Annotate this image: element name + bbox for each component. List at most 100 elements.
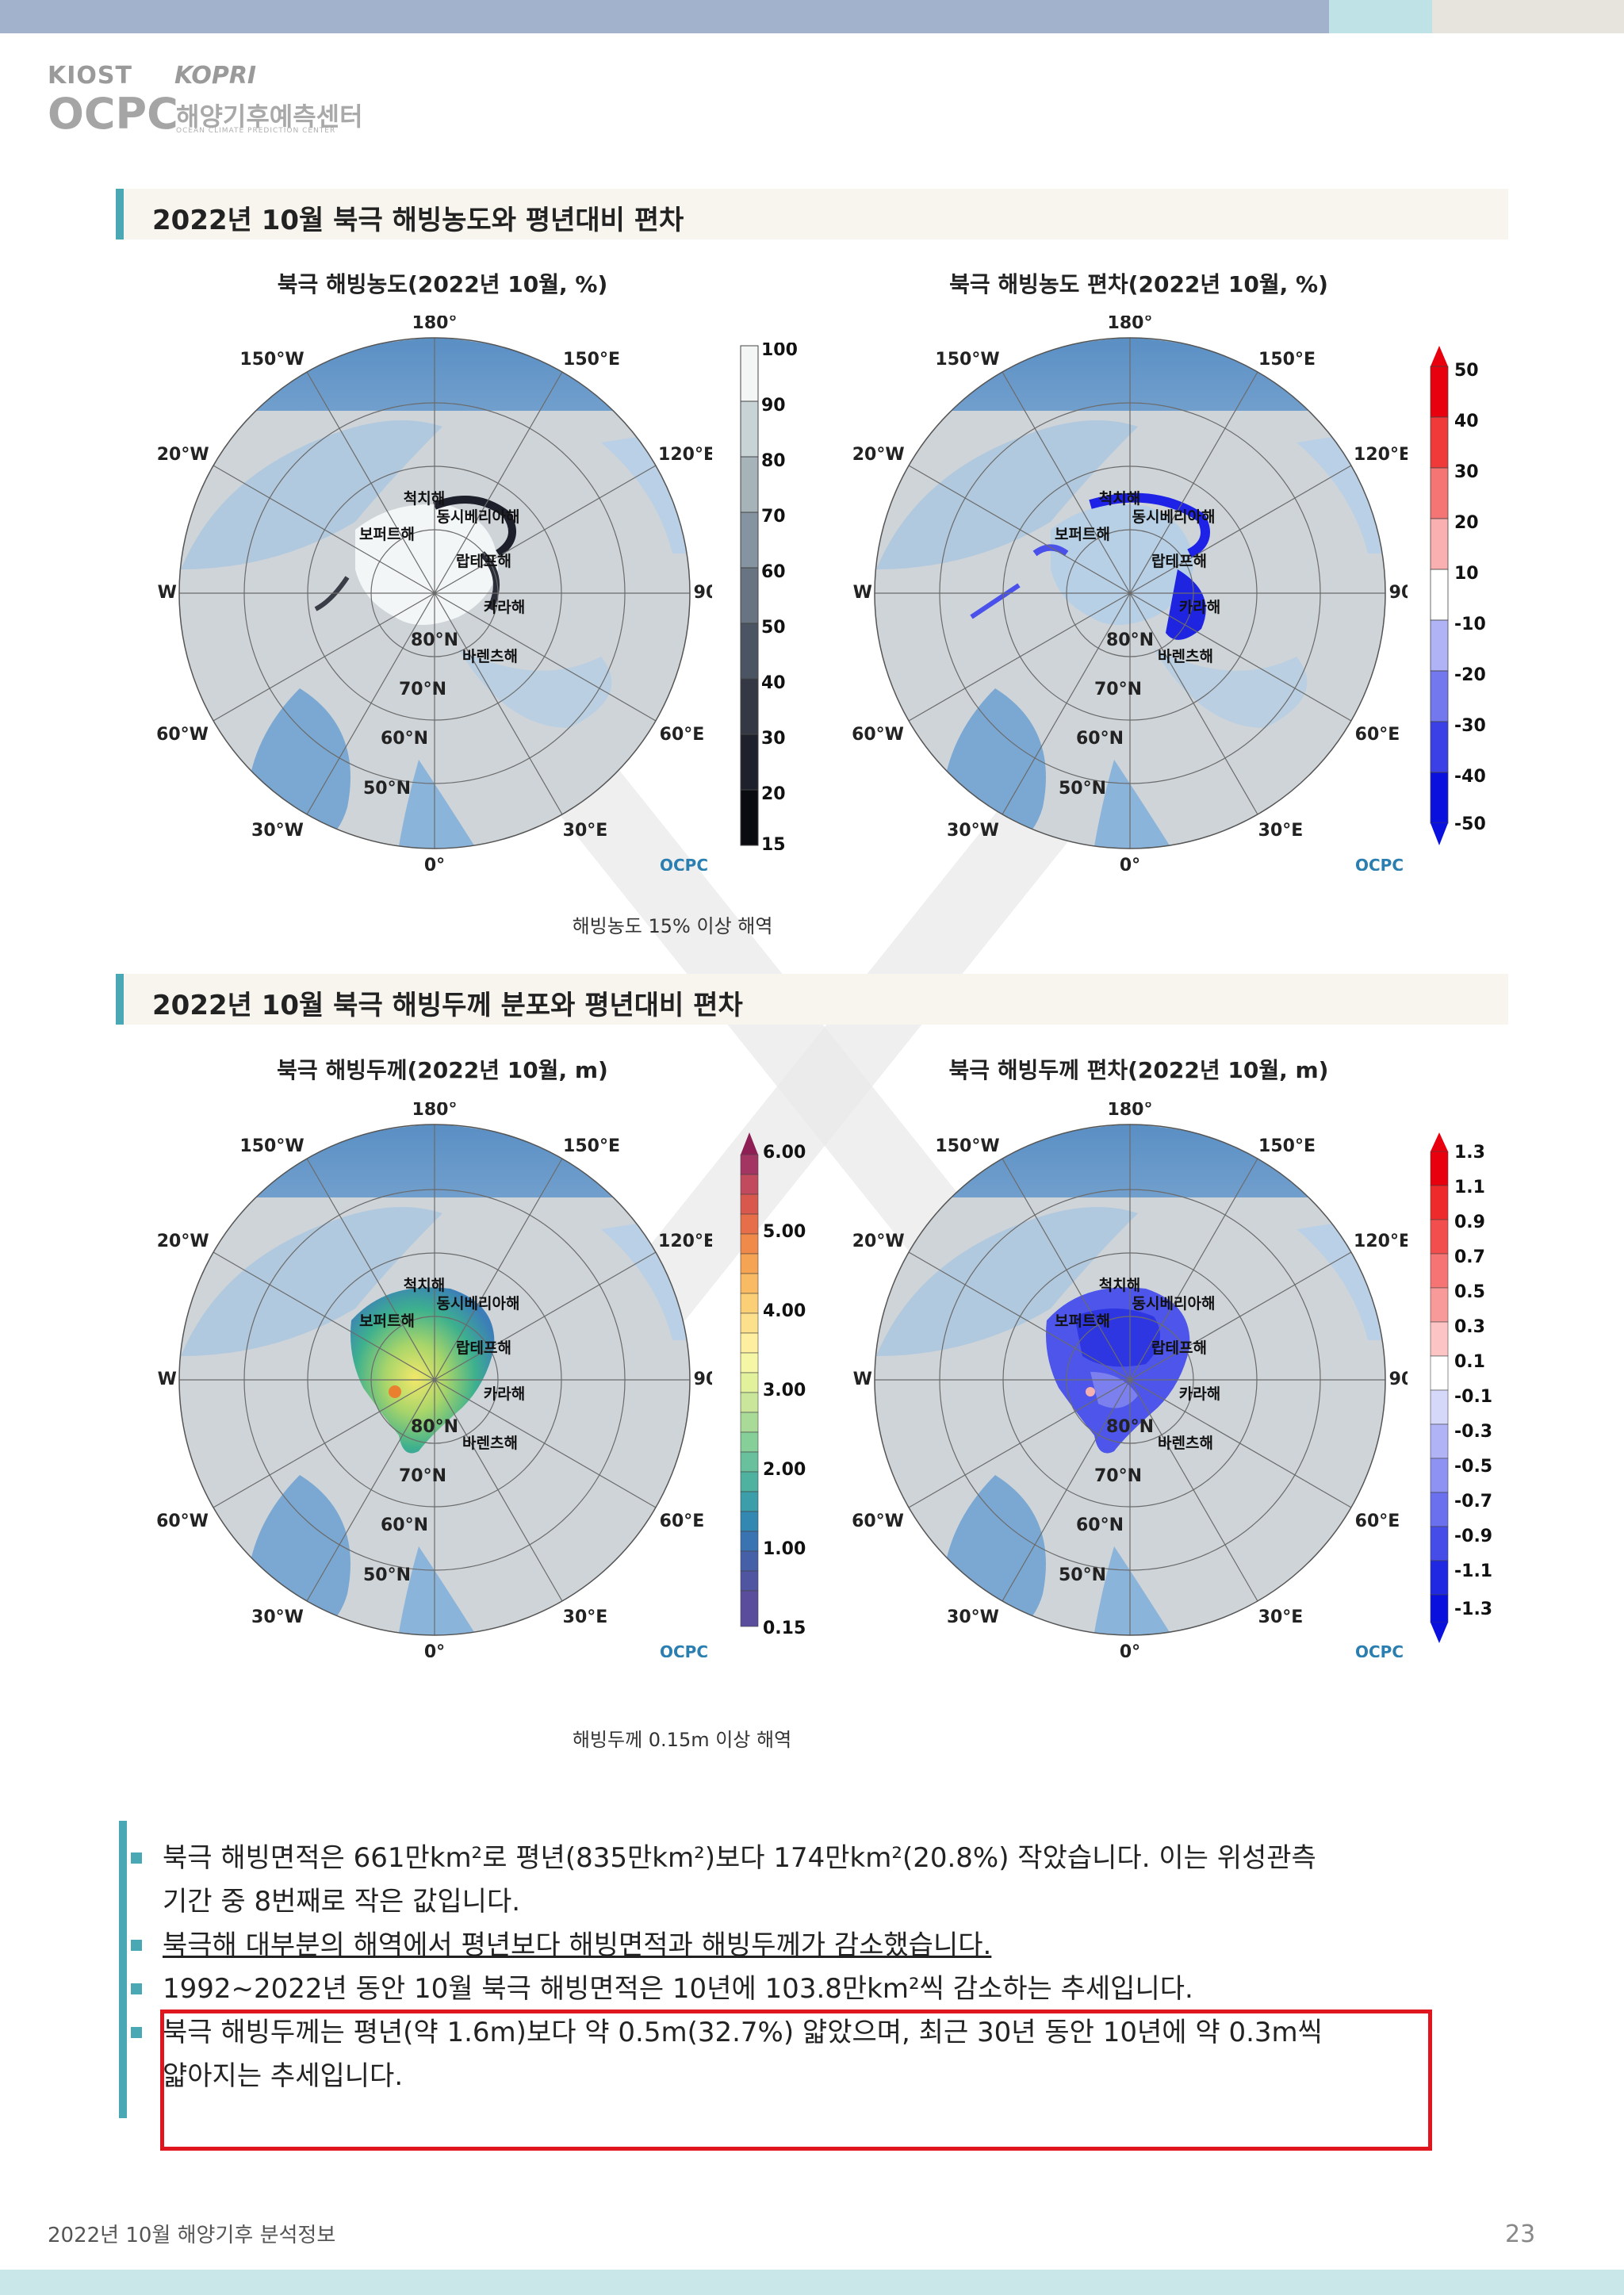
bullet-square-icon: [131, 1983, 142, 1994]
sea-label-chukchi: 척치해: [1099, 490, 1140, 508]
colorbar-tick: 1.1: [1454, 1178, 1485, 1197]
colorbar-tick: -10: [1454, 615, 1486, 634]
map-title-ice-thickness: 북극 해빙두께(2022년 10월, m): [277, 1057, 608, 1083]
lon-label-30e: 30°E: [563, 1607, 608, 1627]
colorbar-tick: 15: [761, 835, 786, 850]
colorbar-tick: -0.7: [1454, 1492, 1492, 1511]
lon-label-60e: 60°E: [1355, 1511, 1400, 1531]
lat-label-60n: 60°N: [1076, 1515, 1124, 1535]
lat-label-70n: 70°N: [1094, 1466, 1142, 1486]
section-accent-bar: [116, 189, 124, 239]
sea-label-beaufort: 보퍼트해: [1055, 526, 1110, 543]
bullet-item-continuation: 기간 중 8번째로 작은 값입니다.: [163, 1886, 521, 1918]
figure-caption-concentration: 해빙농도 15% 이상 해역: [572, 915, 773, 937]
bullet-item: 북극 해빙면적은 661만km²로 평년(835만km²)보다 174만km²(…: [131, 1837, 1316, 1880]
colorbar-tick: 30: [1454, 462, 1479, 482]
sea-label-barents: 바렌츠해: [462, 648, 518, 665]
sea-label-laptev: 랍테프해: [456, 553, 511, 570]
ocpc-logo: KIOST KOPRI OCPC 해양기후예측센터 OCEAN CLIMATE …: [48, 40, 365, 143]
section-header-ice-concentration: 2022년 10월 북극 해빙농도와 평년대비 편차: [116, 189, 1508, 239]
lon-label-0: 0°: [1120, 1642, 1140, 1657]
colorbar-tick: 10: [1454, 564, 1479, 584]
lon-label-0: 0°: [424, 856, 445, 871]
lat-label-60n: 60°N: [381, 729, 428, 749]
lon-label-90e: 90°E: [694, 1370, 712, 1389]
lon-label-150w: 150°W: [239, 1136, 304, 1156]
lon-label-30e: 30°E: [1258, 1607, 1304, 1627]
figure-caption-thickness: 해빙두께 0.15m 이상 해역: [572, 1729, 792, 1751]
colorbar-tick: 40: [761, 673, 786, 693]
colorbar-tick: 40: [1454, 412, 1479, 431]
lon-label-60e: 60°E: [1355, 725, 1400, 745]
lat-label-70n: 70°N: [399, 680, 446, 699]
lon-label-30w: 30°W: [947, 821, 999, 841]
lon-label-120e: 120°E: [1354, 1232, 1408, 1251]
lat-label-60n: 60°N: [381, 1515, 428, 1535]
lat-label-80n: 80°N: [411, 630, 458, 650]
map-title-ice-concentration-anomaly: 북극 해빙농도 편차(2022년 10월, %): [949, 271, 1328, 297]
colorbar-tick: 4.00: [763, 1301, 806, 1321]
sea-label-beaufort: 보퍼트해: [359, 526, 415, 543]
lon-label-60w: 60°W: [157, 725, 209, 745]
colorbar-tick: 30: [761, 729, 786, 749]
lon-label-30w: 30°W: [947, 1607, 999, 1627]
colorbar-tick: -50: [1454, 814, 1486, 834]
ocpc-wordmark: OCPC: [48, 89, 178, 139]
sea-label-kara: 카라해: [484, 1385, 525, 1403]
sea-label-east-siberian: 동시베리아해: [437, 1295, 520, 1312]
sea-label-chukchi: 척치해: [404, 1277, 445, 1294]
kiost-wordmark: KIOST: [48, 62, 132, 90]
ocpc-brand-mark: OCPC: [660, 856, 708, 871]
colorbar-tick: 20: [1454, 513, 1479, 533]
lon-label-180: 180°: [1108, 1102, 1153, 1120]
sea-label-barents: 바렌츠해: [1158, 648, 1213, 665]
bullet-item-continuation: 얇아지는 추세입니다.: [163, 2060, 404, 2092]
sea-label-barents: 바렌츠해: [1158, 1435, 1213, 1452]
highlight-box: [160, 2010, 1432, 2151]
colorbar-tick: 60: [761, 562, 786, 582]
lon-label-180: 180°: [412, 316, 458, 333]
bullet-item: 북극해 대부분의 해역에서 평년보다 해빙면적과 해빙두께가 감소했습니다.: [131, 1924, 992, 1967]
polar-map-ice-concentration-anomaly: 180° 150°W 150°E 120°W 120°E 90°W 90°E 6…: [820, 313, 1434, 875]
bullet-square-icon: [131, 2027, 142, 2038]
colorbar-tick: 50: [761, 618, 786, 638]
sea-label-east-siberian: 동시베리아해: [1132, 508, 1216, 526]
colorbar-tick: 5.00: [763, 1222, 806, 1242]
lon-label-180: 180°: [1108, 316, 1153, 333]
lat-label-50n: 50°N: [363, 1565, 411, 1585]
lon-label-60w: 60°W: [157, 1511, 209, 1531]
colorbar-ice-concentration-anomaly: 50 40 30 20 10 -10 -20 -30 -40 -50: [1430, 346, 1486, 845]
bullet-text: 북극해 대부분의 해역에서 평년보다 해빙면적과 해빙두께가 감소했습니다.: [163, 1929, 992, 1961]
colorbar-tick: 0.7: [1454, 1247, 1485, 1267]
section-title: 2022년 10월 북극 해빙농도와 평년대비 편차: [152, 205, 684, 236]
lat-label-50n: 50°N: [363, 779, 411, 799]
lon-label-30e: 30°E: [1258, 821, 1304, 841]
colorbar-tick: 0.15: [763, 1619, 806, 1638]
sea-label-laptev: 랍테프해: [1151, 553, 1207, 570]
lat-label-60n: 60°N: [1076, 729, 1124, 749]
lon-label-60e: 60°E: [660, 1511, 705, 1531]
section-accent-bar: [116, 974, 124, 1025]
section-header-ice-thickness: 2022년 10월 북극 해빙두께 분포와 평년대비 편차: [116, 974, 1508, 1025]
colorbar-tick: 0.9: [1454, 1213, 1485, 1232]
lon-label-90w: 90°W: [157, 583, 177, 603]
colorbar-tick: -0.5: [1454, 1457, 1492, 1477]
lon-label-30w: 30°W: [251, 1607, 304, 1627]
lon-label-150e: 150°E: [563, 1136, 620, 1156]
ocpc-brand-mark: OCPC: [1355, 856, 1404, 871]
colorbar-tick: 90: [761, 396, 786, 416]
lon-label-90e: 90°E: [694, 583, 712, 603]
colorbar-tick: 0.1: [1454, 1352, 1485, 1372]
lat-label-80n: 80°N: [411, 1417, 458, 1437]
bullet-text: 북극 해빙두께는 평년(약 1.6m)보다 약 0.5m(32.7%) 얇았으며…: [163, 2017, 1323, 2048]
sea-label-east-siberian: 동시베리아해: [1132, 1295, 1216, 1312]
summary-accent-bar: [119, 1821, 127, 2118]
lon-label-60e: 60°E: [660, 725, 705, 745]
summary-bullets: 북극 해빙면적은 661만km²로 평년(835만km²)보다 174만km²(…: [119, 1821, 1467, 2118]
colorbar-tick: 0.3: [1454, 1317, 1485, 1337]
colorbar-tick: 80: [761, 451, 786, 471]
sea-label-east-siberian: 동시베리아해: [437, 508, 520, 526]
lon-label-150e: 150°E: [563, 350, 620, 370]
sea-label-kara: 카라해: [1179, 1385, 1220, 1403]
sea-label-chukchi: 척치해: [1099, 1277, 1140, 1294]
